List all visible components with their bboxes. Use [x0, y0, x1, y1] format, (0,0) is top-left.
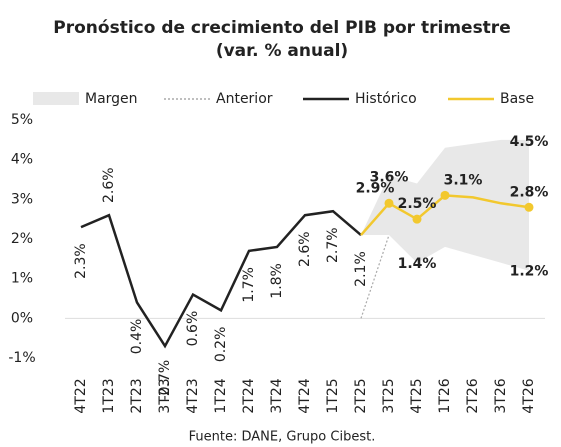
- x-tick-label: 4T22: [73, 378, 89, 413]
- footer: Fuente: DANE, Grupo Cibest.: [189, 430, 376, 445]
- legend-label: Anterior: [216, 91, 273, 107]
- data-label: -0.7%: [157, 360, 173, 401]
- data-label: 0.2%: [213, 327, 229, 363]
- x-tick-label: 1T24: [213, 378, 229, 413]
- y-tick-label: 4%: [11, 152, 33, 168]
- chart-title: Pronóstico de crecimiento del PIB por tr…: [53, 18, 510, 38]
- y-tick-label: 5%: [11, 112, 33, 128]
- data-label: 2.9%: [356, 180, 395, 196]
- series-line: [80, 209, 362, 349]
- y-tick-label: 0%: [11, 310, 33, 326]
- y-tick-label: 3%: [11, 191, 33, 207]
- legend-label: Base: [500, 91, 534, 107]
- x-tick-label: 1T23: [101, 378, 117, 413]
- x-tick-label: 4T25: [409, 378, 425, 413]
- data-label: 1.8%: [269, 263, 285, 299]
- series-line: [360, 234, 390, 319]
- data-label: 2.3%: [73, 243, 89, 279]
- data-label: 2.5%: [398, 196, 437, 212]
- x-tick-label: 3T24: [269, 378, 285, 413]
- x-tick-label: 4T23: [185, 378, 201, 413]
- point: [440, 190, 450, 200]
- x-tick-label: 2T25: [353, 378, 369, 413]
- x-tick-label: 3T25: [381, 378, 397, 413]
- y-tick-label: 2%: [11, 231, 33, 247]
- y-tick-label: 1%: [11, 271, 33, 287]
- x-tick-label: 2T24: [241, 378, 257, 413]
- data-label: 3.1%: [444, 172, 483, 188]
- margin-band: [361, 139, 529, 271]
- data-label: 0.6%: [185, 311, 201, 347]
- point: [524, 202, 534, 212]
- x-tick-label: 2T23: [129, 378, 145, 413]
- data-label: 2.1%: [353, 251, 369, 287]
- band-label: 3.6%: [370, 170, 409, 186]
- x-tick-label: 4T24: [297, 378, 313, 413]
- x-tick-label: 4T26: [521, 378, 537, 413]
- x-tick-label: 3T26: [493, 378, 509, 413]
- data-label: 0.4%: [129, 319, 145, 355]
- band-label: 4.5%: [510, 134, 549, 150]
- chart-subtitle: (var. % anual): [216, 41, 348, 61]
- x-tick-label: 3T23: [157, 378, 173, 413]
- data-label: 1.7%: [241, 267, 257, 303]
- x-tick-label: 1T25: [325, 378, 341, 413]
- data-label: 2.7%: [325, 227, 341, 263]
- y-tick-label: -1%: [8, 350, 35, 366]
- legend-label: Margen: [85, 91, 138, 107]
- data-label: 2.6%: [101, 167, 117, 203]
- data-label: 2.8%: [510, 184, 549, 200]
- legend-label: Histórico: [355, 91, 417, 107]
- legend-swatch: [33, 92, 79, 105]
- band-label: 1.4%: [398, 256, 437, 272]
- point: [384, 198, 394, 208]
- x-tick-label: 1T26: [437, 378, 453, 413]
- data-label: 2.6%: [297, 231, 313, 267]
- band-label: 1.2%: [510, 264, 549, 280]
- point: [412, 214, 422, 224]
- x-tick-label: 2T26: [465, 378, 481, 413]
